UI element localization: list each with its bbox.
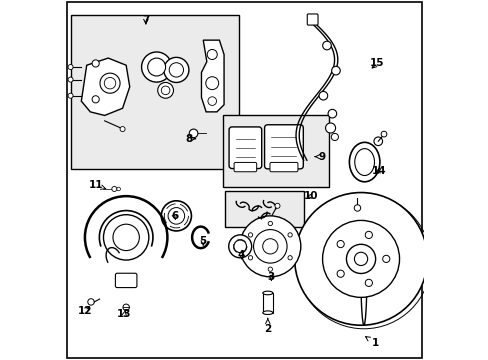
Circle shape — [92, 96, 99, 103]
Circle shape — [117, 187, 120, 191]
Circle shape — [336, 270, 344, 277]
Circle shape — [205, 77, 218, 90]
Circle shape — [163, 57, 188, 82]
Circle shape — [325, 123, 335, 133]
Circle shape — [373, 137, 382, 145]
Circle shape — [248, 233, 252, 237]
Circle shape — [287, 256, 292, 260]
Circle shape — [287, 233, 292, 237]
Circle shape — [233, 240, 246, 253]
Ellipse shape — [262, 291, 272, 295]
Polygon shape — [201, 40, 224, 112]
Text: 13: 13 — [117, 310, 131, 319]
Circle shape — [68, 77, 73, 82]
Circle shape — [169, 63, 183, 77]
Text: 12: 12 — [78, 306, 92, 316]
Circle shape — [228, 235, 251, 258]
Circle shape — [322, 220, 399, 297]
Circle shape — [274, 203, 280, 208]
Circle shape — [189, 129, 198, 138]
Circle shape — [354, 252, 367, 266]
Circle shape — [267, 267, 272, 271]
Circle shape — [365, 231, 372, 239]
Circle shape — [207, 49, 217, 59]
Circle shape — [122, 304, 129, 311]
Circle shape — [158, 82, 173, 98]
Polygon shape — [81, 58, 129, 116]
Circle shape — [365, 279, 372, 287]
FancyBboxPatch shape — [264, 125, 303, 169]
Circle shape — [161, 201, 191, 231]
Circle shape — [331, 66, 340, 75]
Circle shape — [207, 97, 216, 105]
Circle shape — [104, 77, 116, 89]
Circle shape — [294, 193, 427, 325]
Ellipse shape — [349, 142, 379, 182]
Text: 1: 1 — [365, 337, 378, 348]
Text: 5: 5 — [199, 236, 206, 246]
Text: 14: 14 — [371, 166, 386, 176]
Circle shape — [262, 239, 277, 254]
FancyBboxPatch shape — [306, 14, 317, 25]
Bar — [262, 293, 272, 313]
Circle shape — [380, 131, 386, 137]
Circle shape — [353, 205, 360, 211]
Circle shape — [112, 186, 117, 192]
Text: 15: 15 — [369, 58, 384, 68]
Text: 11: 11 — [88, 180, 105, 190]
Circle shape — [253, 230, 286, 263]
Bar — [70, 15, 239, 169]
Text: 4: 4 — [238, 250, 245, 260]
Circle shape — [267, 221, 272, 226]
FancyBboxPatch shape — [228, 127, 261, 168]
Text: 2: 2 — [264, 318, 271, 334]
Circle shape — [248, 256, 252, 260]
Circle shape — [113, 224, 139, 251]
Text: 6: 6 — [171, 211, 178, 221]
Circle shape — [147, 58, 165, 76]
Circle shape — [346, 244, 375, 274]
Ellipse shape — [354, 149, 374, 176]
Circle shape — [92, 60, 99, 67]
Text: 7: 7 — [142, 15, 149, 26]
FancyBboxPatch shape — [269, 162, 297, 172]
Bar — [224, 191, 303, 226]
Circle shape — [239, 216, 300, 277]
FancyBboxPatch shape — [115, 273, 137, 288]
Circle shape — [68, 64, 73, 69]
Ellipse shape — [262, 311, 272, 315]
Circle shape — [322, 41, 330, 50]
Circle shape — [142, 52, 171, 82]
Text: 9: 9 — [314, 152, 325, 162]
Circle shape — [168, 208, 184, 224]
Circle shape — [319, 91, 327, 100]
Circle shape — [336, 240, 344, 248]
Circle shape — [88, 299, 94, 305]
Bar — [223, 116, 328, 187]
Circle shape — [327, 109, 336, 118]
FancyBboxPatch shape — [234, 162, 256, 172]
Circle shape — [103, 215, 148, 260]
Circle shape — [330, 134, 338, 140]
Circle shape — [100, 73, 120, 93]
Text: 3: 3 — [267, 272, 274, 282]
Circle shape — [382, 255, 389, 262]
Circle shape — [68, 93, 73, 98]
Circle shape — [161, 86, 169, 95]
Text: 8: 8 — [185, 134, 195, 144]
Text: 10: 10 — [303, 191, 317, 201]
Circle shape — [120, 127, 125, 132]
